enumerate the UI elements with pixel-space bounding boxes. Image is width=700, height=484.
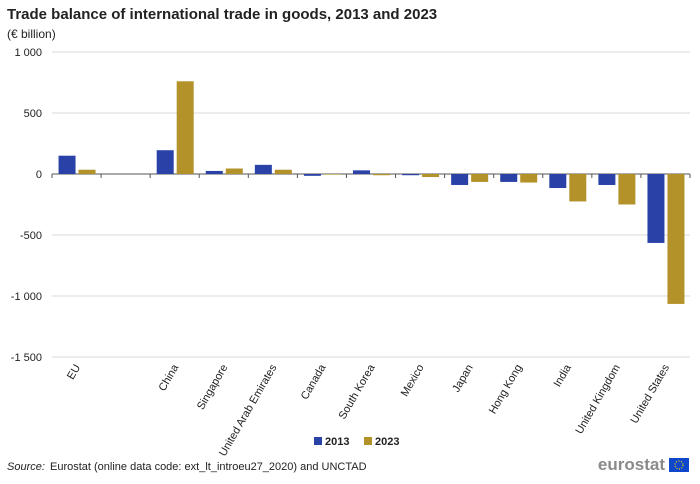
source-text: Eurostat (online data code: ext_lt_intro… — [50, 461, 367, 473]
bar — [647, 174, 665, 243]
bar — [549, 174, 567, 189]
bar — [353, 170, 370, 174]
bar — [451, 174, 469, 185]
legend-label: 2013 — [325, 436, 349, 448]
eu-flag — [669, 458, 689, 472]
x-tick-label: Japan — [450, 363, 475, 395]
bar — [373, 174, 390, 176]
chart-title: Trade balance of international trade in … — [7, 6, 437, 23]
x-tick-label: United Kingdom — [573, 363, 623, 437]
y-tick-label: -500 — [20, 230, 42, 242]
bar — [402, 174, 420, 176]
bar — [471, 174, 489, 182]
bar — [225, 168, 243, 174]
x-tick-label: China — [157, 362, 182, 394]
bar — [422, 174, 440, 178]
y-tick-label: 0 — [36, 169, 42, 181]
bar — [205, 170, 223, 174]
bar — [569, 174, 587, 202]
bar — [156, 150, 174, 174]
bar — [618, 174, 636, 205]
bar — [58, 155, 76, 174]
x-tick-label: United Arab Emirates — [217, 362, 280, 458]
bar — [254, 164, 272, 174]
y-tick-label: -1 000 — [11, 291, 42, 303]
x-tick-label: Mexico — [399, 363, 427, 399]
x-tick-label: Hong Kong — [487, 363, 525, 417]
bar — [500, 174, 518, 182]
x-tick-label: India — [552, 362, 575, 389]
y-tick-label: 500 — [24, 108, 42, 120]
legend-swatch — [314, 437, 322, 445]
logo-text: eurostat — [598, 455, 665, 474]
bar — [598, 174, 616, 185]
bar — [274, 169, 292, 174]
bar — [520, 174, 538, 183]
x-tick-label: EU — [65, 362, 83, 381]
bar — [323, 174, 341, 175]
x-tick-label: Singapore — [195, 363, 230, 412]
eu-stars — [674, 460, 684, 470]
bar — [667, 174, 685, 304]
chart-subtitle: (€ billion) — [7, 27, 56, 41]
x-tick-label: South Korea — [337, 362, 378, 422]
source-label: Source: — [7, 461, 45, 473]
x-tick-label: Canada — [299, 362, 329, 402]
legend-label: 2023 — [375, 436, 399, 448]
y-tick-label: 1 000 — [14, 47, 42, 59]
x-tick-label: United States — [629, 362, 673, 426]
legend-swatch — [364, 437, 372, 445]
bar — [303, 174, 321, 176]
bar — [176, 81, 194, 174]
y-tick-label: -1 500 — [11, 352, 42, 364]
bar — [78, 169, 96, 174]
